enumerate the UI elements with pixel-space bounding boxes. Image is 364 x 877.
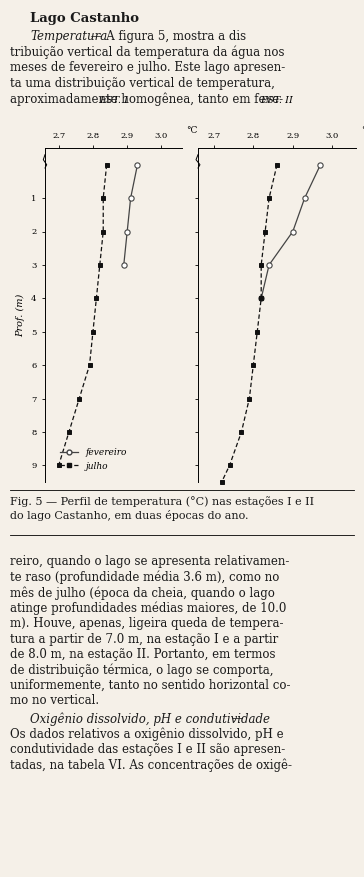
Text: °C: °C [361, 125, 364, 135]
Text: EST. II: EST. II [261, 96, 293, 104]
Text: Temperatura: Temperatura [30, 30, 107, 43]
Text: de 8.0 m, na estação II. Portanto, em termos: de 8.0 m, na estação II. Portanto, em te… [10, 648, 276, 661]
Text: meses de fevereiro e julho. Este lago apresen-: meses de fevereiro e julho. Este lago ap… [10, 61, 285, 74]
Text: do lago Castanho, em duas épocas do ano.: do lago Castanho, em duas épocas do ano. [10, 510, 249, 521]
Text: —: — [228, 712, 244, 725]
Text: mês de julho (época da cheia, quando o lago: mês de julho (época da cheia, quando o l… [10, 586, 275, 600]
Text: tadas, na tabela VI. As concentrações de oxigê-: tadas, na tabela VI. As concentrações de… [10, 759, 292, 772]
Text: uniformemente, tanto no sentido horizontal co-: uniformemente, tanto no sentido horizont… [10, 679, 290, 692]
Text: Fig. 5 — Perfil de temperatura (°C) nas estações I e II: Fig. 5 — Perfil de temperatura (°C) nas … [10, 496, 314, 507]
Text: aproximadamente homogênea, tanto em feve-: aproximadamente homogênea, tanto em feve… [10, 92, 283, 105]
Text: te raso (profundidade média 3.6 m), como no: te raso (profundidade média 3.6 m), como… [10, 571, 280, 584]
Text: reiro, quando o lago se apresenta relativamen-: reiro, quando o lago se apresenta relati… [10, 555, 289, 568]
Text: EST. I: EST. I [99, 96, 128, 104]
Text: atinge profundidades médias maiores, de 10.0: atinge profundidades médias maiores, de … [10, 602, 286, 615]
Text: ta uma distribuição vertical de temperatura,: ta uma distribuição vertical de temperat… [10, 76, 275, 89]
Legend: fevereiro, julho: fevereiro, julho [56, 445, 130, 474]
Text: °C: °C [186, 125, 198, 135]
Text: Lago Castanho: Lago Castanho [30, 12, 139, 25]
Text: m). Houve, apenas, ligeira queda de tempera-: m). Houve, apenas, ligeira queda de temp… [10, 617, 284, 630]
Text: — A figura 5, mostra a dis: — A figura 5, mostra a dis [87, 30, 246, 43]
Text: de distribuição térmica, o lago se comporta,: de distribuição térmica, o lago se compo… [10, 664, 273, 677]
Text: condutividade das estações I e II são apresen-: condutividade das estações I e II são ap… [10, 743, 285, 756]
Text: Oxigênio dissolvido, pH e condutividade: Oxigênio dissolvido, pH e condutividade [30, 712, 270, 725]
Text: Os dados relativos a oxigênio dissolvido, pH e: Os dados relativos a oxigênio dissolvido… [10, 728, 284, 741]
Text: tribuição vertical da temperatura da água nos: tribuição vertical da temperatura da águ… [10, 46, 285, 59]
Text: tura a partir de 7.0 m, na estação I e a partir: tura a partir de 7.0 m, na estação I e a… [10, 632, 278, 645]
Y-axis label: Prof. (m): Prof. (m) [16, 294, 25, 337]
Text: mo no vertical.: mo no vertical. [10, 695, 99, 708]
